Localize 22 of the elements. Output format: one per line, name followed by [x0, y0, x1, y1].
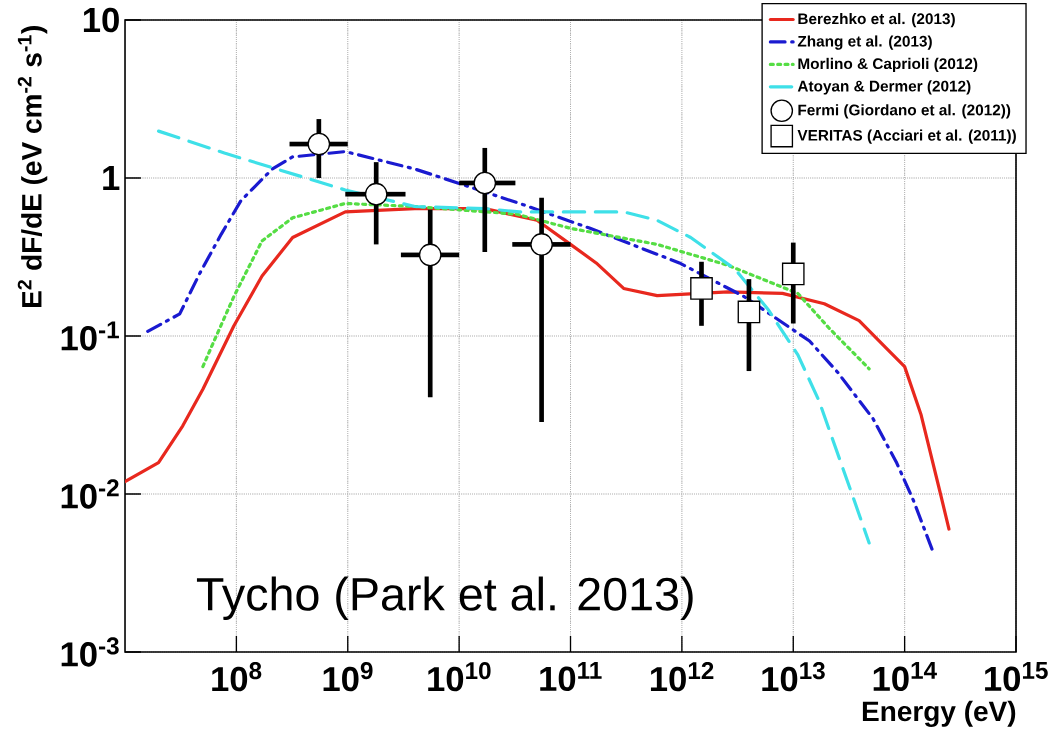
x-tick-label: 10$^{8}$: [212, 662, 262, 692]
legend-label: Fermi (Giordano et al. (2012)): [798, 104, 1011, 119]
y-tick-label: 1: [103, 166, 120, 190]
x-tick-label: 10$^{14}$: [873, 662, 937, 692]
x-tick-label: 10$^{10}$: [428, 662, 491, 692]
legend-label: Zhang et al. (2013): [797, 35, 932, 50]
y-axis-title: E$^{2}$ dF/dE (eV cm$^{-2}$ s$^{-1}$): [17, 26, 48, 308]
x-tick-label: 10$^{12}$: [650, 662, 714, 692]
y-tick-label: 10$^{-1}$: [61, 321, 119, 351]
x-axis-title: Energy (eV): [862, 700, 1016, 727]
legend-label: Berezhko et al. (2013): [798, 12, 955, 28]
x-tick-label: 10$^{15}$: [985, 662, 1048, 692]
legend-label: Morlino & Caprioli (2012): [798, 57, 978, 73]
legend-label: Atoyan & Dermer (2012): [797, 80, 971, 95]
x-tick-label: 10$^{13}$: [762, 662, 825, 692]
y-tick-label: 10: [83, 7, 119, 33]
y-tick-label: 10$^{-3}$: [61, 637, 119, 667]
annotation: Tycho (Park et al. 2013): [196, 576, 693, 621]
y-tick-label: 10$^{-2}$: [61, 479, 119, 509]
legend-label: VERITAS (Acciari et al. (2011)): [797, 129, 1016, 144]
x-tick-label: 10$^{11}$: [540, 662, 602, 692]
x-tick-label: 10$^{9}$: [323, 662, 373, 692]
